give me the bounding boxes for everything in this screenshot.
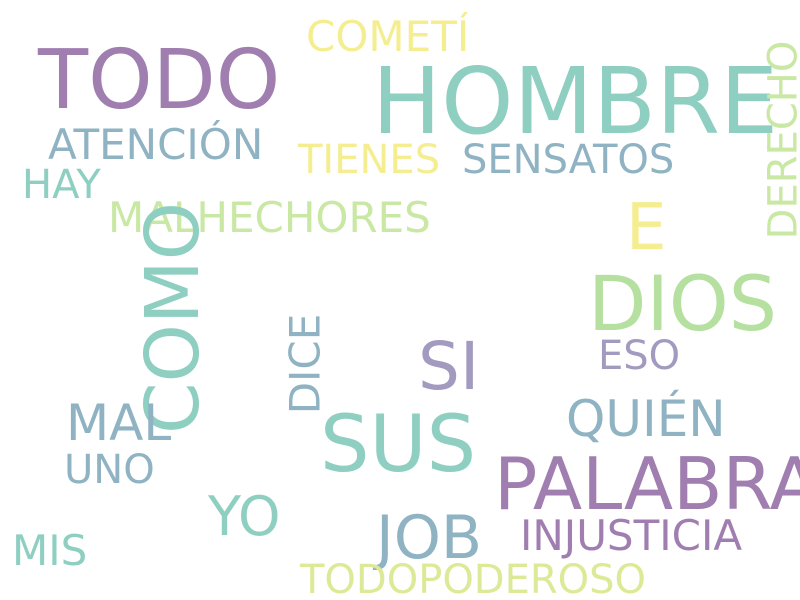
word-malhechores: MALHECHORES: [108, 193, 431, 242]
word-hombre: HOMBRE: [372, 48, 779, 155]
word-job: JOB: [376, 503, 483, 573]
word-eso: ESO: [598, 333, 681, 379]
word-mal: MAL: [66, 394, 172, 452]
word-atencion: ATENCIÓN: [48, 120, 264, 169]
word-derecho: DERECHO: [760, 40, 800, 240]
word-palabra: PALABRA: [494, 442, 800, 526]
word-uno: UNO: [64, 447, 155, 493]
word-dios: DIOS: [588, 259, 777, 348]
word-hay: HAY: [22, 162, 101, 208]
word-tienes: TIENES: [298, 137, 441, 183]
word-sus: SUS: [320, 400, 477, 490]
word-quien: QUIÉN: [566, 390, 726, 448]
word-sensatos: SENSATOS: [462, 137, 675, 183]
word-injusticia: INJUSTICIA: [520, 511, 743, 560]
word-e: E: [626, 191, 667, 265]
word-yo: YO: [208, 485, 281, 548]
word-todopoderoso: TODOPODEROSO: [300, 557, 647, 600]
word-si: SI: [418, 328, 480, 405]
word-todo: TODO: [38, 33, 281, 128]
word-mis: MIS: [12, 526, 88, 575]
word-cometi: COMETÍ: [306, 12, 470, 61]
